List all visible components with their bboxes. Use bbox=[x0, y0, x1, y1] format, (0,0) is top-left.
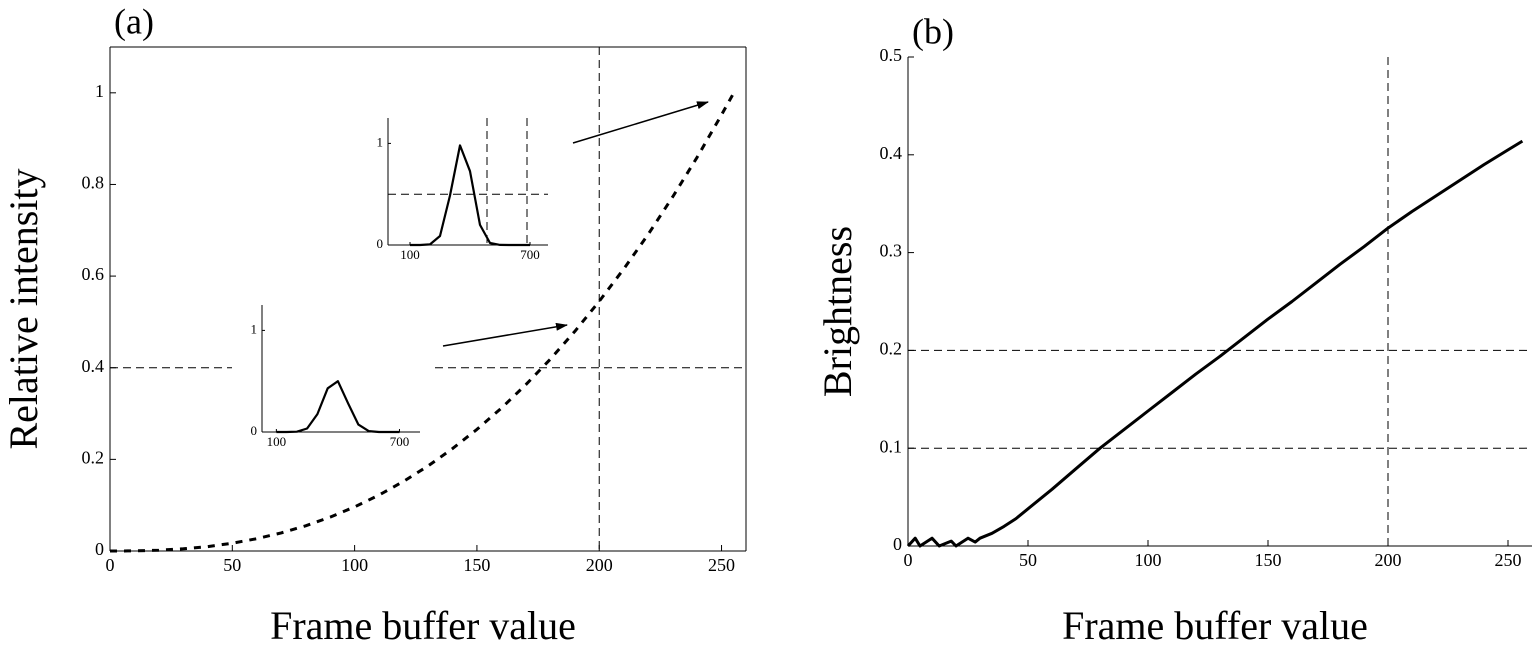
arrow bbox=[442, 322, 568, 347]
y-tick-label: 0.5 bbox=[880, 45, 903, 65]
inset-curve bbox=[410, 144, 530, 247]
x-tick-label: 0 bbox=[904, 550, 913, 570]
x-tick-label: 250 bbox=[1495, 550, 1522, 570]
x-tick-label: 100 bbox=[341, 555, 368, 575]
x-tick-label: 200 bbox=[586, 555, 613, 575]
y-axis-title: Brightness bbox=[815, 226, 860, 397]
panel-label: (a) bbox=[114, 1, 154, 41]
x-tick-label: 150 bbox=[1255, 550, 1282, 570]
x-tick-label: 200 bbox=[1375, 550, 1402, 570]
y-tick-label: 0.3 bbox=[880, 241, 903, 261]
y-tick-label: 0 bbox=[251, 423, 258, 438]
y-tick-label: 0.2 bbox=[880, 339, 903, 359]
y-tick-label: 0.6 bbox=[82, 264, 105, 284]
y-tick-label: 1 bbox=[95, 81, 104, 101]
x-tick-label: 700 bbox=[390, 434, 410, 449]
x-axis-title: Frame buffer value bbox=[270, 603, 576, 648]
x-tick-label: 250 bbox=[708, 555, 735, 575]
x-tick-label: 700 bbox=[520, 247, 540, 262]
x-tick-label: 0 bbox=[106, 555, 115, 575]
y-tick-label: 0 bbox=[893, 534, 902, 554]
x-tick-label: 100 bbox=[400, 247, 420, 262]
y-tick-label: 0.4 bbox=[880, 143, 903, 163]
y-tick-label: 0.8 bbox=[82, 173, 105, 193]
y-axis-title: Relative intensity bbox=[1, 168, 46, 449]
y-tick-label: 0 bbox=[377, 236, 384, 251]
x-tick-label: 100 bbox=[1135, 550, 1162, 570]
x-tick-label: 50 bbox=[1019, 550, 1037, 570]
y-tick-label: 0.4 bbox=[82, 356, 105, 376]
y-tick-label: 0.2 bbox=[82, 447, 105, 467]
inset-curve bbox=[276, 380, 400, 434]
y-tick-label: 0 bbox=[95, 539, 104, 559]
x-tick-label: 150 bbox=[463, 555, 490, 575]
arrow bbox=[572, 101, 709, 144]
y-tick-label: 0.1 bbox=[880, 436, 903, 456]
y-tick-label: 1 bbox=[251, 321, 258, 336]
x-tick-label: 100 bbox=[267, 434, 287, 449]
curve bbox=[906, 139, 1524, 548]
x-axis-title: Frame buffer value bbox=[1062, 603, 1368, 648]
x-tick-label: 50 bbox=[223, 555, 241, 575]
y-tick-label: 1 bbox=[377, 134, 384, 149]
panel-label: (b) bbox=[912, 11, 954, 51]
